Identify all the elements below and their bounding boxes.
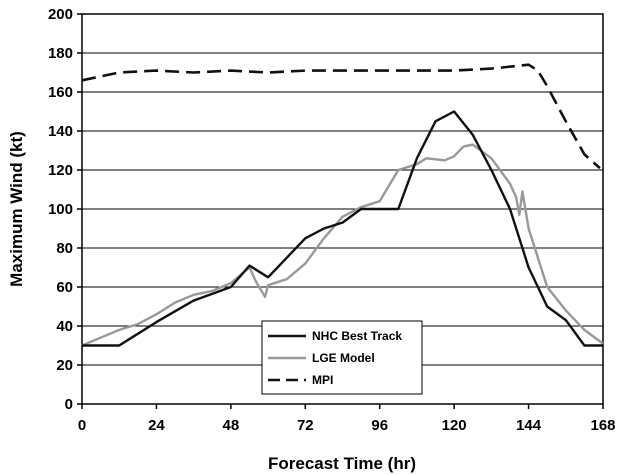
y-tick-label: 200 bbox=[48, 6, 73, 23]
legend-label: LGE Model bbox=[312, 351, 375, 365]
y-tick-label: 160 bbox=[48, 84, 73, 101]
x-tick-label: 72 bbox=[297, 417, 314, 434]
gridlines bbox=[82, 52, 603, 366]
y-tick-label: 80 bbox=[56, 240, 73, 257]
y-tick-label: 40 bbox=[56, 318, 73, 335]
series-line-nhc-best-track bbox=[82, 110, 603, 347]
series-line-lge-model bbox=[81, 143, 604, 347]
y-tick-label: 0 bbox=[65, 396, 73, 413]
series-layer bbox=[81, 63, 604, 347]
legend-entries: NHC Best Track LGE Model MPI bbox=[268, 329, 402, 387]
x-tick-label: 168 bbox=[590, 417, 615, 434]
x-tick-label: 0 bbox=[78, 417, 86, 434]
x-tick-label: 120 bbox=[442, 417, 467, 434]
x-tick-label: 96 bbox=[371, 417, 388, 434]
y-axis-label: Maximum Wind (kt) bbox=[7, 131, 26, 287]
y-axis-ticks: 0 20 40 60 80 100 120 140 160 180 200 bbox=[48, 6, 82, 413]
legend-label: MPI bbox=[312, 373, 333, 387]
y-tick-label: 60 bbox=[56, 279, 73, 296]
series-line-mpi bbox=[81, 63, 601, 170]
x-tick-label: 48 bbox=[223, 417, 240, 434]
legend-label: NHC Best Track bbox=[312, 329, 402, 343]
y-tick-label: 120 bbox=[48, 162, 73, 179]
x-tick-label: 24 bbox=[148, 417, 165, 434]
y-tick-label: 100 bbox=[48, 201, 73, 218]
y-tick-label: 20 bbox=[56, 357, 73, 374]
x-tick-label: 144 bbox=[516, 417, 542, 434]
y-tick-label: 180 bbox=[48, 45, 73, 62]
x-axis-label: Forecast Time (hr) bbox=[268, 454, 416, 473]
legend: NHC Best Track LGE Model MPI bbox=[261, 320, 423, 395]
x-axis-ticks: 0 24 48 72 96 120 144 168 bbox=[78, 404, 616, 434]
y-tick-label: 140 bbox=[48, 123, 73, 140]
